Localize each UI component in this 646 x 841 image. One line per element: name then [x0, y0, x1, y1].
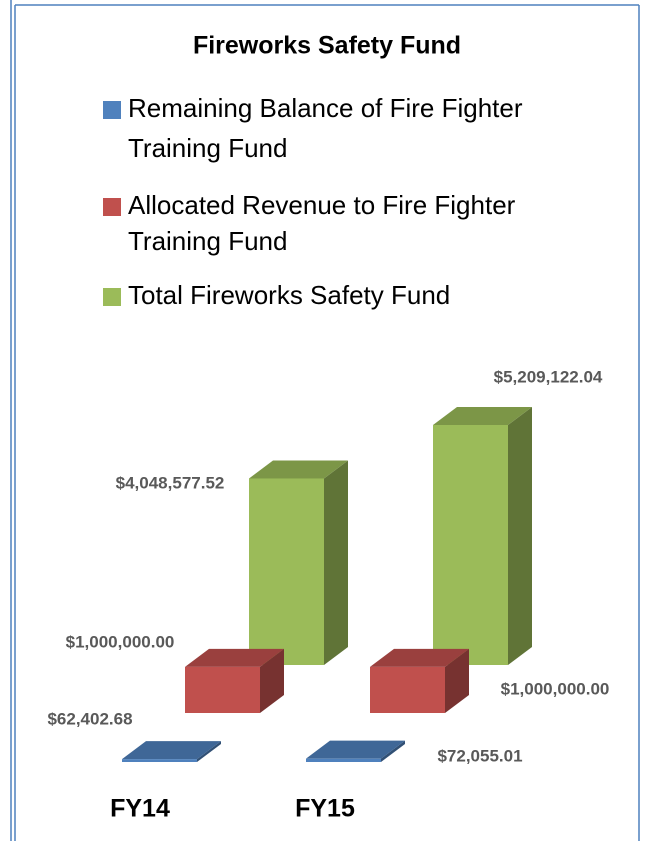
bar-top: [122, 741, 221, 760]
data-label: $72,055.01: [437, 746, 522, 765]
bar-side: [508, 407, 532, 665]
data-label: $4,048,577.52: [116, 473, 225, 492]
data-label: $1,000,000.00: [66, 632, 175, 651]
bar-top: [249, 460, 348, 479]
bar-side: [381, 740, 405, 762]
bar-side: [197, 741, 221, 762]
bar-top: [370, 648, 469, 667]
bar-3d: [122, 741, 221, 762]
legend-swatch: [103, 288, 121, 306]
bar-3d: [306, 740, 405, 762]
legend-label: Total Fireworks Safety Fund: [128, 280, 450, 310]
bar-top: [433, 407, 532, 425]
bar-side: [445, 648, 469, 713]
legend-line: Training Fund: [128, 133, 287, 163]
bar-3d: [433, 407, 532, 665]
x-tick-label: FY14: [110, 795, 170, 823]
data-label: $1,000,000.00: [501, 679, 610, 698]
legend-label: Remaining Balance of Fire Fighter Trainin…: [128, 93, 523, 163]
legend-label: Allocated Revenue to Fire Fighter Trainin…: [128, 190, 516, 256]
x-tick-label: FY15: [295, 795, 355, 823]
bar-3d: [249, 460, 348, 665]
bar-3d: [185, 648, 284, 713]
data-label: $62,402.68: [47, 709, 132, 728]
bar-side: [260, 648, 284, 713]
bar: [433, 425, 508, 665]
legend-line: Allocated Revenue to Fire Fighter: [128, 190, 516, 220]
data-label: $5,209,122.04: [494, 367, 603, 386]
legend-line: Training Fund: [128, 226, 287, 256]
bar: [249, 478, 324, 665]
chart-title: Fireworks Safety Fund: [193, 32, 461, 60]
bar: [185, 666, 260, 713]
legend-line: Remaining Balance of Fire Fighter: [128, 93, 523, 123]
legend-swatch: [103, 101, 121, 119]
bar-top: [306, 740, 405, 759]
bar-3d: [370, 648, 469, 713]
legend-swatch: [103, 198, 121, 216]
bar-top: [185, 648, 284, 667]
bar-side: [324, 460, 348, 665]
bar: [370, 666, 445, 713]
bar: [306, 758, 381, 762]
bar: [122, 759, 197, 762]
